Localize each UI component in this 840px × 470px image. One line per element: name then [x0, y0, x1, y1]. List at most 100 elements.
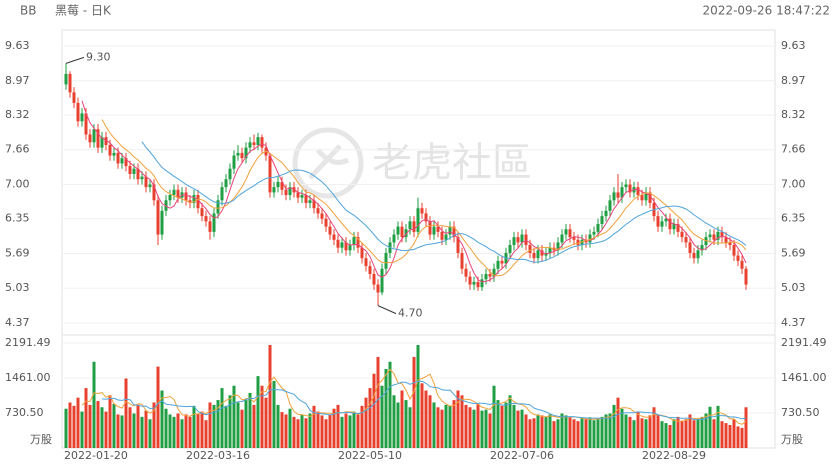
- candle-body: [128, 166, 132, 174]
- y-tick-label-right: 9.63: [781, 39, 806, 52]
- volume-bar: [720, 421, 724, 448]
- volume-bar: [620, 408, 624, 448]
- candle-body: [444, 234, 448, 240]
- y-tick-label: 8.32: [5, 108, 30, 121]
- candle-body: [156, 200, 160, 235]
- candle-body: [228, 168, 232, 180]
- volume-bar: [172, 416, 176, 448]
- candle-body: [104, 137, 108, 146]
- candle-body: [176, 189, 180, 198]
- volume-bar: [588, 417, 592, 448]
- candle-body: [84, 113, 88, 135]
- volume-bar: [668, 425, 672, 448]
- volume-bar: [144, 410, 148, 448]
- y-tick-label-right: 8.97: [781, 74, 806, 87]
- volume-bar: [136, 404, 140, 448]
- volume-bar: [624, 414, 628, 448]
- candle-body: [140, 176, 144, 180]
- volume-bar: [360, 405, 364, 448]
- y-tick-label: 5.69: [5, 246, 30, 259]
- candle-body: [376, 284, 380, 293]
- volume-bar: [164, 408, 168, 448]
- y-tick-label: 5.03: [5, 281, 30, 294]
- volume-bar: [128, 407, 132, 448]
- volume-bar: [464, 404, 468, 448]
- volume-bar: [212, 404, 216, 448]
- volume-bar: [596, 419, 600, 448]
- volume-bar: [332, 408, 336, 448]
- volume-bar: [84, 388, 88, 448]
- candle-body: [736, 255, 740, 261]
- volume-bar: [608, 413, 612, 448]
- candle-body: [144, 176, 148, 188]
- volume-bar: [520, 409, 524, 448]
- volume-bar: [488, 413, 492, 448]
- annotation-line: [377, 305, 397, 315]
- volume-bar: [552, 421, 556, 448]
- volume-bar: [380, 385, 384, 448]
- volume-bar: [424, 390, 428, 448]
- volume-bar: [80, 411, 84, 448]
- candle-body: [672, 223, 676, 230]
- volume-bar: [484, 409, 488, 448]
- candle-body: [688, 242, 692, 253]
- candle-body: [520, 234, 524, 243]
- candle-body: [72, 92, 76, 103]
- volume-bar: [432, 402, 436, 448]
- candle-body: [232, 155, 236, 169]
- candle-body: [244, 147, 248, 159]
- volume-bar: [556, 419, 560, 448]
- candle-body: [168, 195, 172, 201]
- candle-body: [212, 213, 216, 232]
- candle-body: [496, 260, 500, 269]
- volume-bar: [392, 395, 396, 448]
- volume-bar: [416, 344, 420, 448]
- candle-body: [420, 208, 424, 214]
- candle-body: [716, 231, 720, 240]
- volume-bar: [192, 405, 196, 448]
- candle-body: [288, 187, 292, 196]
- candle-body: [684, 237, 688, 243]
- volume-bar: [404, 400, 408, 448]
- volume-bar: [276, 404, 280, 448]
- candle-body: [216, 200, 220, 214]
- volume-bar: [504, 402, 508, 448]
- candle-body: [92, 129, 96, 143]
- candle-body: [456, 237, 460, 253]
- candle-body: [304, 195, 308, 203]
- candle-body: [96, 129, 100, 148]
- volume-bar: [76, 397, 80, 448]
- volume-bar: [684, 419, 688, 448]
- volume-bar: [436, 407, 440, 448]
- candle-body: [464, 268, 468, 277]
- volume-tick-label-right: 1461.00: [781, 371, 827, 384]
- candle-body: [408, 221, 412, 230]
- volume-bar: [712, 419, 716, 448]
- candle-body: [484, 274, 488, 280]
- candle-body: [720, 231, 724, 238]
- y-tick-label: 8.97: [5, 74, 30, 87]
- volume-bar: [628, 416, 632, 448]
- volume-bar: [176, 413, 180, 448]
- volume-bar: [304, 418, 308, 448]
- candle-body: [724, 237, 728, 243]
- candle-body: [200, 208, 204, 217]
- volume-bar: [264, 397, 268, 448]
- candle-body: [636, 187, 640, 196]
- volume-bar: [516, 410, 520, 448]
- candle-body: [728, 242, 732, 246]
- volume-bar: [724, 423, 728, 448]
- volume-bar: [88, 404, 92, 448]
- candle-body: [260, 137, 264, 148]
- volume-bar: [376, 356, 380, 448]
- volume-bar: [112, 403, 116, 448]
- volume-bar: [132, 413, 136, 448]
- volume-bar: [564, 415, 568, 448]
- volume-bar: [400, 390, 404, 448]
- volume-bar: [692, 420, 696, 448]
- volume-tick-label: 2191.49: [5, 336, 51, 349]
- y-tick-label-right: 7.00: [781, 178, 806, 191]
- volume-bar: [320, 415, 324, 448]
- candle-body: [708, 234, 712, 238]
- volume-bar: [344, 413, 348, 448]
